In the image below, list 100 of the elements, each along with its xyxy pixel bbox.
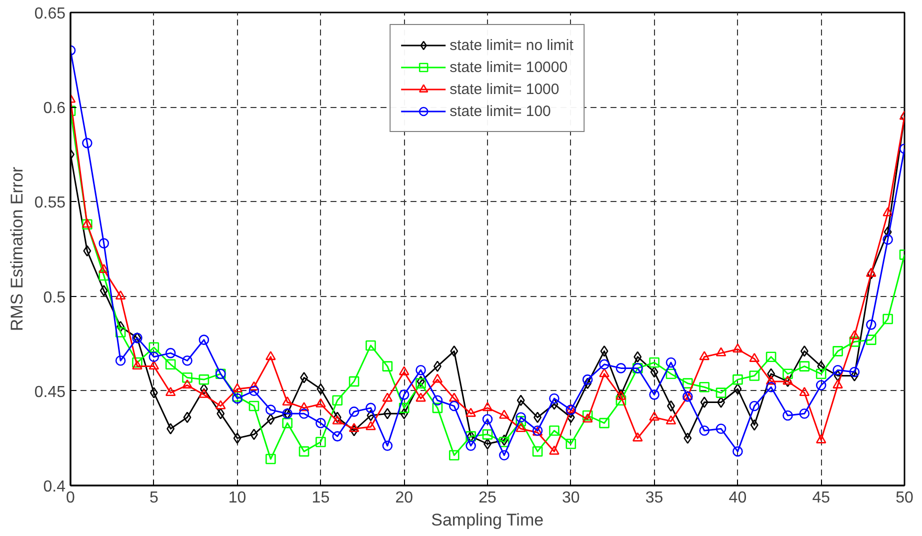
point — [166, 423, 175, 434]
point — [582, 374, 593, 385]
point — [616, 395, 626, 406]
point — [716, 424, 726, 434]
point — [649, 412, 660, 421]
point — [684, 432, 692, 444]
point — [82, 138, 92, 148]
point — [832, 364, 843, 376]
point — [400, 408, 408, 420]
point — [198, 388, 210, 398]
point — [350, 424, 358, 436]
point — [632, 432, 643, 442]
point — [348, 376, 360, 387]
point — [832, 379, 843, 388]
point — [382, 440, 393, 451]
point — [634, 351, 642, 362]
point — [266, 454, 276, 464]
point — [834, 370, 842, 382]
point — [333, 412, 342, 424]
point — [298, 408, 310, 419]
point — [682, 378, 693, 388]
point — [716, 388, 726, 398]
point — [348, 422, 360, 432]
point — [500, 434, 508, 446]
point — [250, 428, 258, 440]
point — [366, 402, 376, 414]
point — [98, 264, 110, 274]
point — [148, 342, 160, 353]
point — [98, 238, 110, 248]
point — [882, 314, 893, 324]
legend-label: state limit= no limit — [450, 36, 574, 54]
point — [582, 413, 593, 423]
point — [416, 378, 426, 388]
point — [516, 412, 526, 423]
point — [817, 360, 826, 372]
point — [165, 386, 176, 396]
point — [699, 351, 710, 360]
point — [366, 340, 376, 351]
point — [866, 320, 876, 330]
point — [98, 270, 110, 281]
point — [566, 412, 575, 424]
x-tick-label: 20 — [395, 490, 414, 506]
x-tick-label: 35 — [645, 490, 664, 506]
point — [584, 378, 592, 389]
point — [750, 419, 758, 431]
point — [549, 425, 560, 436]
point — [466, 408, 476, 417]
point — [566, 438, 576, 450]
point — [316, 398, 326, 408]
point — [398, 402, 410, 414]
point — [115, 355, 126, 366]
y-axis-title: RMS Estimation Error — [7, 166, 26, 332]
point — [115, 290, 126, 300]
x-tick-label: 10 — [228, 490, 246, 506]
point — [200, 383, 208, 395]
point — [666, 368, 676, 380]
point — [282, 418, 292, 428]
point — [482, 402, 493, 412]
point — [516, 394, 525, 406]
point — [816, 434, 826, 444]
x-tick-label: 45 — [812, 490, 830, 506]
legend-label: state limit= 10000 — [450, 58, 568, 76]
point — [882, 234, 893, 245]
point — [550, 398, 558, 410]
point — [183, 412, 192, 424]
point — [416, 364, 426, 376]
point — [266, 351, 276, 360]
point — [884, 226, 892, 238]
x-axis-title: Sampling Time — [431, 510, 544, 530]
point — [348, 406, 360, 417]
point — [499, 450, 510, 460]
point — [849, 366, 860, 378]
point — [433, 360, 442, 372]
point — [165, 359, 176, 370]
point — [534, 412, 542, 424]
point — [516, 422, 526, 432]
point — [466, 440, 476, 451]
point — [866, 268, 876, 277]
point — [132, 357, 142, 368]
point — [516, 416, 526, 426]
point — [182, 372, 192, 383]
point — [799, 361, 810, 372]
point — [716, 347, 726, 356]
point — [432, 395, 443, 406]
point — [782, 410, 793, 421]
point — [749, 400, 760, 412]
point — [866, 334, 876, 345]
point — [599, 359, 610, 370]
point — [383, 408, 392, 420]
point — [767, 368, 776, 380]
point — [332, 415, 343, 424]
point — [482, 429, 493, 440]
point — [599, 418, 610, 428]
point — [382, 361, 393, 372]
point — [266, 404, 276, 415]
point — [734, 383, 742, 395]
point — [749, 370, 760, 381]
point — [132, 360, 142, 370]
point — [850, 370, 858, 382]
point — [849, 330, 860, 340]
